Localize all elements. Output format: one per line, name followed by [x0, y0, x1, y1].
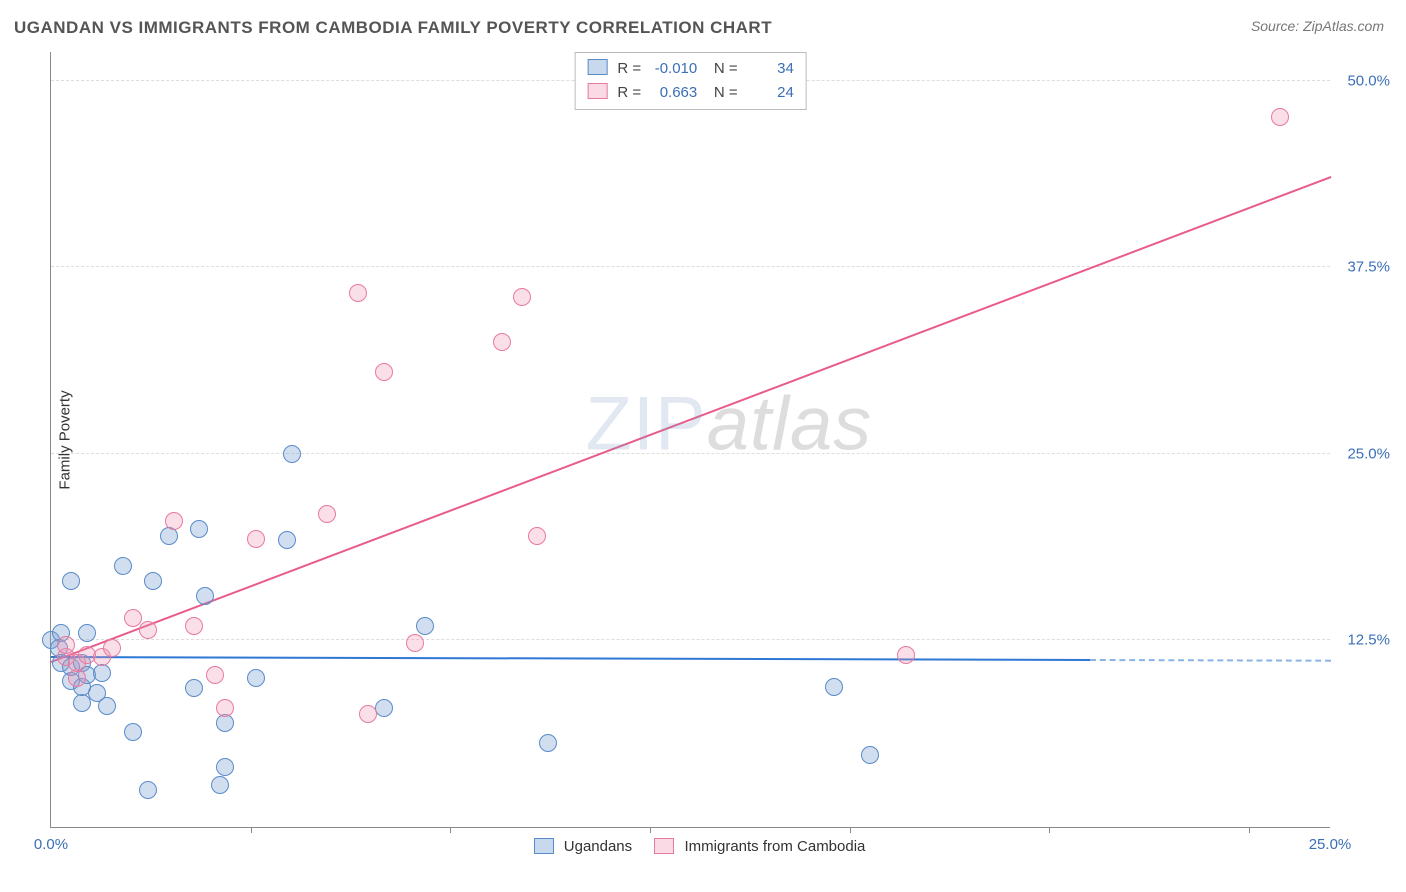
y-tick-label: 37.5%	[1335, 259, 1390, 276]
data-point	[216, 699, 234, 717]
trend-line	[1090, 659, 1331, 662]
data-point	[139, 781, 157, 799]
data-point	[513, 288, 531, 306]
n-label: N =	[714, 84, 738, 101]
series-legend: Ugandans Immigrants from Cambodia	[51, 838, 1330, 855]
data-point	[318, 505, 336, 523]
data-point	[190, 520, 208, 538]
n-value-ugandans: 34	[742, 57, 794, 81]
data-point	[185, 617, 203, 635]
stats-row-ugandans: R = -0.010 N = 34	[587, 57, 794, 81]
data-point	[206, 666, 224, 684]
data-point	[185, 679, 203, 697]
legend-label-cambodia: Immigrants from Cambodia	[685, 838, 866, 855]
stats-row-cambodia: R = 0.663 N = 24	[587, 81, 794, 105]
swatch-blue-icon	[587, 59, 607, 75]
data-point	[406, 634, 424, 652]
swatch-pink-icon	[587, 83, 607, 99]
r-value-ugandans: -0.010	[645, 57, 697, 81]
source-attribution: Source: ZipAtlas.com	[1251, 18, 1384, 34]
legend-swatch-blue-icon	[534, 838, 554, 854]
data-point	[528, 527, 546, 545]
legend-label-ugandans: Ugandans	[564, 838, 632, 855]
data-point	[897, 646, 915, 664]
chart-title: UGANDAN VS IMMIGRANTS FROM CAMBODIA FAMI…	[14, 18, 772, 38]
y-tick-label: 12.5%	[1335, 632, 1390, 649]
data-point	[247, 530, 265, 548]
data-point	[103, 639, 121, 657]
chart-container: UGANDAN VS IMMIGRANTS FROM CAMBODIA FAMI…	[0, 0, 1406, 892]
data-point	[375, 363, 393, 381]
y-axis-label: Family Poverty	[57, 390, 74, 489]
data-point	[359, 705, 377, 723]
data-point	[861, 746, 879, 764]
r-label: R =	[617, 84, 641, 101]
x-minor-tick	[650, 827, 651, 833]
data-point	[247, 669, 265, 687]
r-value-cambodia: 0.663	[645, 81, 697, 105]
data-point	[78, 624, 96, 642]
data-point	[93, 664, 111, 682]
n-label: N =	[714, 60, 738, 77]
x-minor-tick	[850, 827, 851, 833]
gridline-h	[51, 639, 1330, 640]
data-point	[124, 609, 142, 627]
data-point	[283, 445, 301, 463]
correlation-stats-box: R = -0.010 N = 34 R = 0.663 N = 24	[574, 52, 807, 110]
data-point	[196, 587, 214, 605]
x-minor-tick	[1249, 827, 1250, 833]
data-point	[98, 697, 116, 715]
data-point	[216, 758, 234, 776]
y-tick-label: 50.0%	[1335, 72, 1390, 89]
data-point	[539, 734, 557, 752]
data-point	[278, 531, 296, 549]
trend-line	[51, 176, 1332, 663]
trend-line	[51, 656, 1090, 661]
x-minor-tick	[1049, 827, 1050, 833]
plot-area: Family Poverty ZIPatlas R = -0.010 N = 3…	[50, 52, 1330, 828]
data-point	[139, 621, 157, 639]
data-point	[144, 572, 162, 590]
x-minor-tick	[450, 827, 451, 833]
data-point	[124, 723, 142, 741]
data-point	[375, 699, 393, 717]
gridline-h	[51, 266, 1330, 267]
data-point	[62, 572, 80, 590]
watermark-text: ZIPatlas	[585, 381, 872, 468]
data-point	[493, 333, 511, 351]
n-value-cambodia: 24	[742, 81, 794, 105]
gridline-h	[51, 453, 1330, 454]
data-point	[165, 512, 183, 530]
y-tick-label: 25.0%	[1335, 445, 1390, 462]
data-point	[211, 776, 229, 794]
data-point	[1271, 108, 1289, 126]
data-point	[114, 557, 132, 575]
r-label: R =	[617, 60, 641, 77]
data-point	[825, 678, 843, 696]
legend-swatch-pink-icon	[654, 838, 674, 854]
data-point	[416, 617, 434, 635]
x-minor-tick	[251, 827, 252, 833]
data-point	[349, 284, 367, 302]
data-point	[57, 636, 75, 654]
data-point	[73, 694, 91, 712]
